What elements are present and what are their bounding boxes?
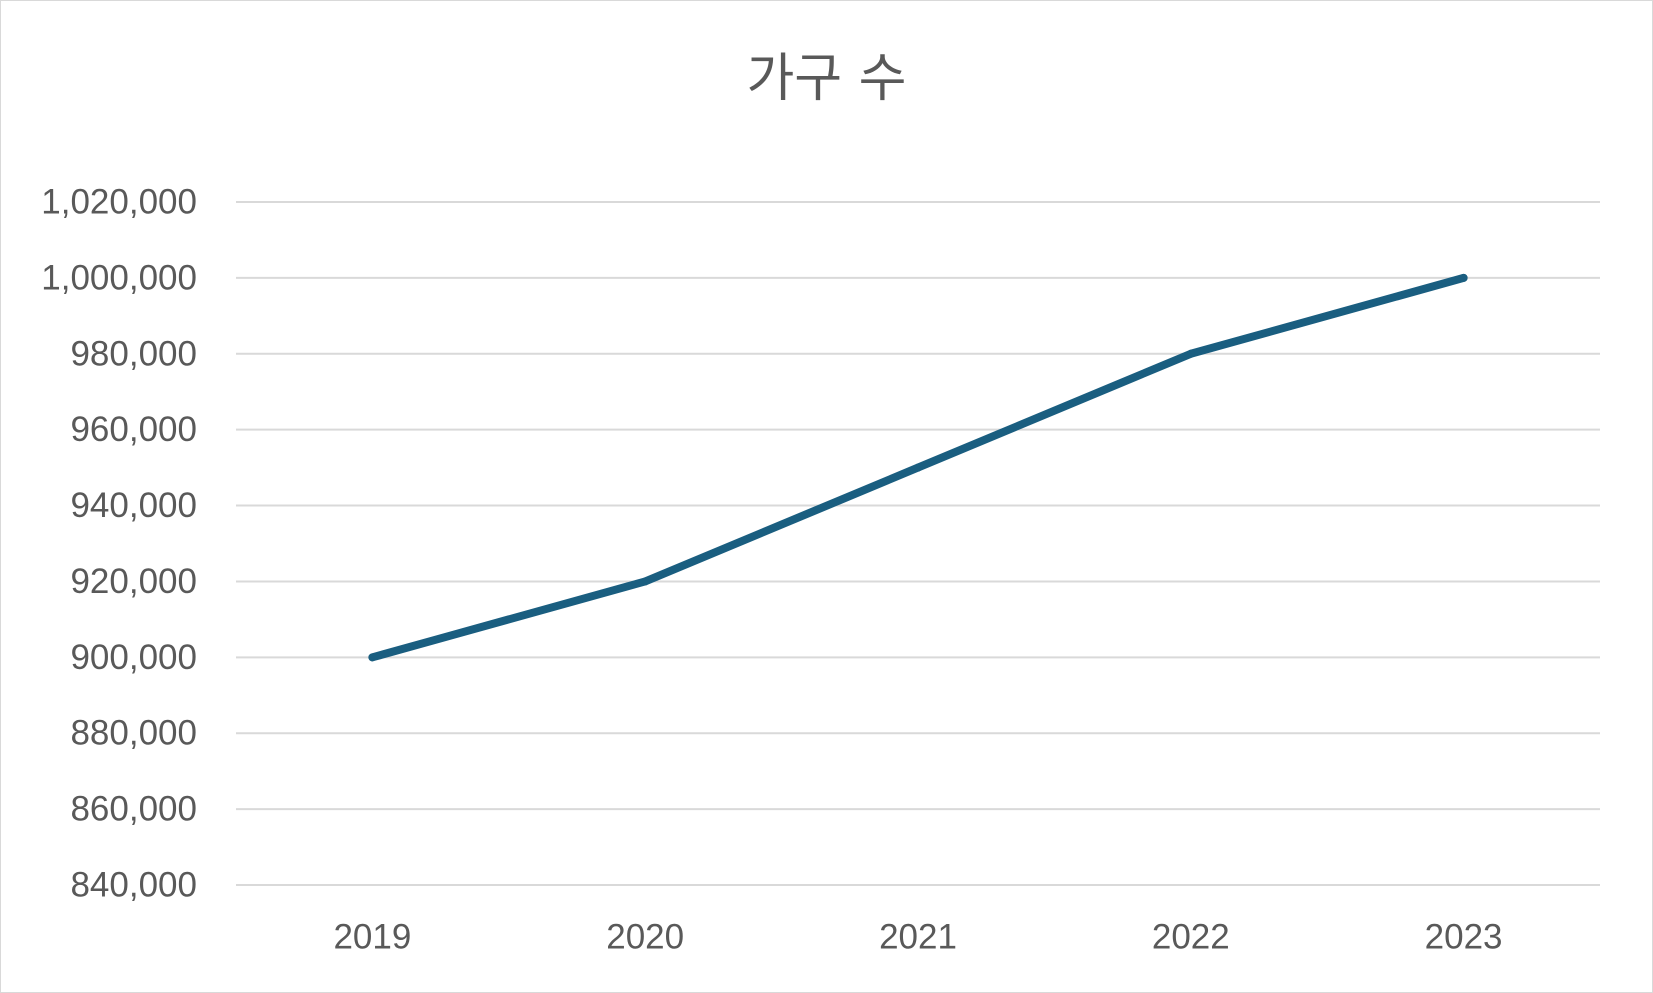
x-tick-label: 2019 — [333, 918, 411, 957]
y-tick-label: 840,000 — [70, 866, 197, 905]
data-point — [1459, 273, 1468, 282]
y-tick-label: 1,000,000 — [41, 258, 197, 297]
x-tick-label: 2020 — [606, 918, 684, 957]
y-tick-label: 1,020,000 — [41, 183, 197, 222]
data-point — [368, 653, 377, 662]
y-tick-label: 860,000 — [70, 790, 197, 829]
y-tick-label: 900,000 — [70, 638, 197, 677]
y-tick-label: 960,000 — [70, 410, 197, 449]
chart-title: 가구 수 — [746, 49, 907, 109]
data-point — [1186, 349, 1195, 358]
y-tick-label: 920,000 — [70, 562, 197, 601]
y-tick-label: 880,000 — [70, 714, 197, 753]
y-tick-label: 980,000 — [70, 334, 197, 373]
data-point — [914, 463, 922, 472]
data-point — [641, 577, 650, 586]
y-tick-label: 940,000 — [70, 486, 197, 525]
x-tick-label: 2023 — [1425, 918, 1503, 957]
x-tick-label: 2021 — [879, 918, 957, 957]
x-tick-label: 2022 — [1152, 918, 1230, 957]
